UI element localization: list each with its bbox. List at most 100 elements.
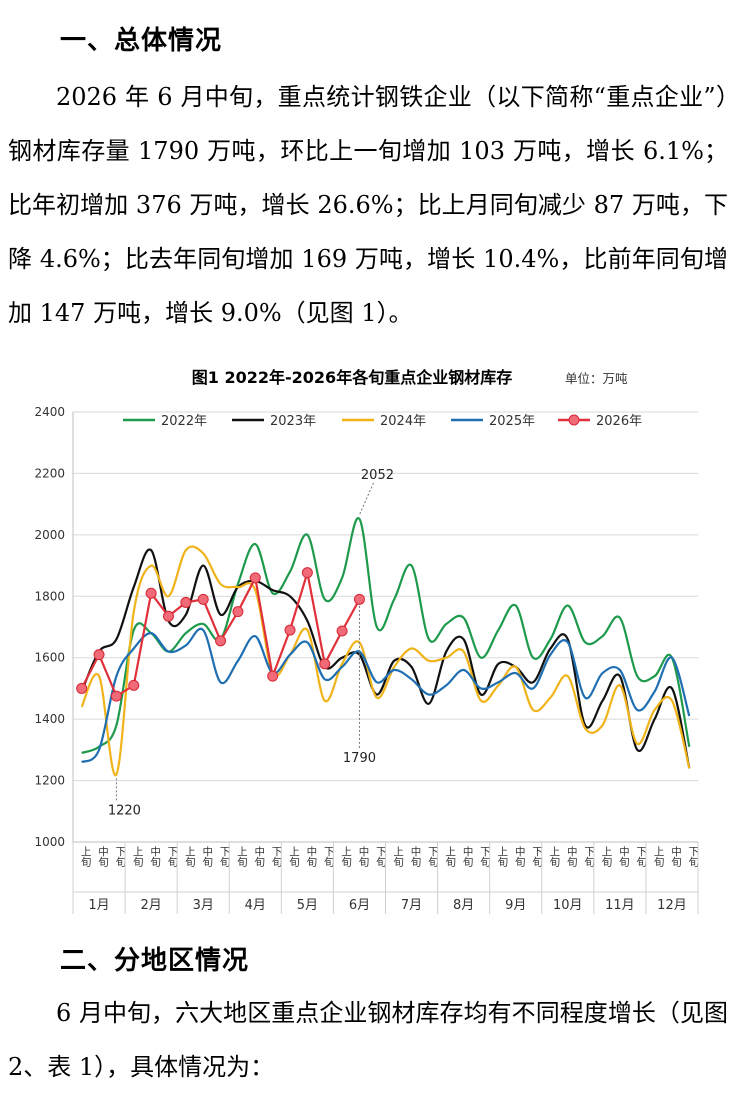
x-tick-label: 上旬 — [288, 846, 300, 868]
x-tick-label: 上旬 — [236, 846, 248, 868]
series-point — [93, 649, 105, 661]
chart-series — [76, 517, 691, 777]
x-tick-label: 上旬 — [80, 846, 92, 868]
series-point — [128, 679, 140, 691]
x-tick-label: 下旬 — [323, 846, 335, 868]
annotation-leader — [359, 482, 374, 516]
series-line — [81, 627, 691, 764]
chart-annotations: 2052 1220 1790 — [108, 468, 394, 819]
month-label: 10月 — [553, 898, 583, 913]
legend-marker — [568, 414, 580, 426]
y-tick-label: 1800 — [34, 589, 65, 603]
month-label: 6月 — [349, 898, 370, 913]
x-tick-label: 上旬 — [653, 846, 665, 868]
series-point — [162, 610, 174, 622]
series-point — [180, 596, 192, 608]
regional-paragraph: 6 月中旬，六大地区重点企业钢材库存均有不同程度增长（见图 2、表 1），具体情… — [8, 999, 728, 1081]
legend-label: 2025年 — [489, 414, 535, 429]
y-tick-label: 2400 — [34, 405, 65, 419]
x-tick-label: 上旬 — [444, 846, 456, 868]
legend-label: 2024年 — [380, 414, 426, 429]
inventory-line-chart: 图1 2022年-2026年各旬重点企业钢材库存 单位：万吨 100012001… — [34, 368, 699, 914]
month-label: 3月 — [193, 898, 214, 913]
x-tick-label: 下旬 — [427, 846, 439, 868]
x-tick-label: 中旬 — [462, 845, 474, 868]
series-point — [319, 658, 331, 670]
month-label: 8月 — [453, 898, 474, 913]
x-tick-label: 上旬 — [184, 846, 196, 868]
data-label: 1220 — [108, 803, 141, 818]
series-point — [284, 624, 296, 636]
series-line — [80, 545, 691, 777]
series-line — [80, 548, 691, 769]
x-tick-label: 上旬 — [601, 846, 613, 868]
series-point — [301, 567, 313, 579]
x-tick-label: 中旬 — [253, 845, 265, 868]
x-tick-label: 下旬 — [635, 846, 647, 868]
series-line — [81, 517, 691, 754]
series-point — [110, 690, 122, 702]
legend-label: 2026年 — [596, 414, 642, 429]
chart-unit-label: 单位：万吨 — [565, 371, 628, 386]
x-tick-label: 中旬 — [514, 845, 526, 868]
legend-label: 2023年 — [270, 414, 316, 429]
y-tick-label: 2000 — [34, 528, 65, 542]
x-axis: 上旬 中旬 下旬 上旬 中旬 下旬 上旬 中旬 下旬 上旬 中旬 下旬 上旬 中旬 下旬 上旬 中旬 下旬 上旬 中旬… — [72, 841, 699, 914]
x-tick-label: 中旬 — [670, 845, 682, 868]
month-label: 12月 — [657, 898, 687, 913]
month-label: 7月 — [401, 898, 422, 913]
series-point — [336, 625, 348, 637]
x-tick-label: 下旬 — [531, 846, 543, 868]
series-point — [197, 593, 209, 605]
series-point — [249, 572, 261, 584]
x-tick-label: 中旬 — [97, 845, 109, 868]
month-label: 9月 — [505, 898, 526, 913]
x-tick-label: 上旬 — [340, 846, 352, 868]
x-tick-label: 下旬 — [271, 846, 283, 868]
x-tick-label: 下旬 — [114, 846, 126, 868]
x-tick-label: 下旬 — [166, 846, 178, 868]
series-point — [232, 606, 244, 618]
x-tick-label: 中旬 — [618, 845, 630, 868]
section-heading-overall: 一、总体情况 — [60, 26, 223, 56]
month-label: 4月 — [245, 898, 266, 913]
x-tick-label: 上旬 — [132, 846, 144, 868]
month-label: 2月 — [140, 898, 161, 913]
y-tick-label: 1400 — [34, 712, 65, 726]
month-label: 5月 — [297, 898, 318, 913]
series-point — [267, 670, 279, 682]
legend-label: 2022年 — [161, 414, 207, 429]
x-tick-label: 中旬 — [410, 845, 422, 868]
x-tick-label: 上旬 — [496, 846, 508, 868]
y-tick-label: 1600 — [34, 651, 65, 665]
x-tick-label: 上旬 — [392, 846, 404, 868]
x-tick-label: 中旬 — [201, 845, 213, 868]
data-label: 2052 — [361, 468, 394, 483]
series-point — [76, 682, 88, 694]
y-tick-label: 1000 — [34, 835, 65, 849]
y-tick-label: 1200 — [34, 774, 65, 788]
month-label: 11月 — [605, 898, 635, 913]
data-label: 1790 — [343, 751, 376, 766]
x-tick-label: 下旬 — [687, 846, 699, 868]
x-tick-label: 中旬 — [305, 845, 317, 868]
x-tick-label: 上旬 — [548, 846, 560, 868]
x-tick-label: 下旬 — [583, 846, 595, 868]
series-point — [215, 635, 227, 647]
chart-title: 图1 2022年-2026年各旬重点企业钢材库存 — [192, 368, 512, 387]
chart-gridlines — [73, 411, 698, 782]
series-point — [353, 593, 365, 605]
x-tick-label: 下旬 — [219, 846, 231, 868]
y-tick-label: 2200 — [34, 466, 65, 480]
chart-legend: 2022年 2023年 2024年 2025年 2026年 — [123, 414, 642, 429]
series-point — [145, 587, 157, 599]
y-axis: 1000 1200 1400 1600 1800 2000 2200 2400 — [34, 405, 74, 849]
section-heading-regional: 二、分地区情况 — [60, 946, 250, 976]
x-tick-label: 中旬 — [566, 845, 578, 868]
month-label: 1月 — [88, 898, 109, 913]
x-tick-label: 下旬 — [375, 846, 387, 868]
x-tick-label: 中旬 — [149, 845, 161, 868]
x-tick-label: 中旬 — [357, 845, 369, 868]
x-tick-label: 下旬 — [479, 846, 491, 868]
overall-paragraph: 2026 年 6 月中旬，重点统计钢铁企业（以下简称“重点企业”）钢材库存量 1… — [8, 83, 728, 327]
